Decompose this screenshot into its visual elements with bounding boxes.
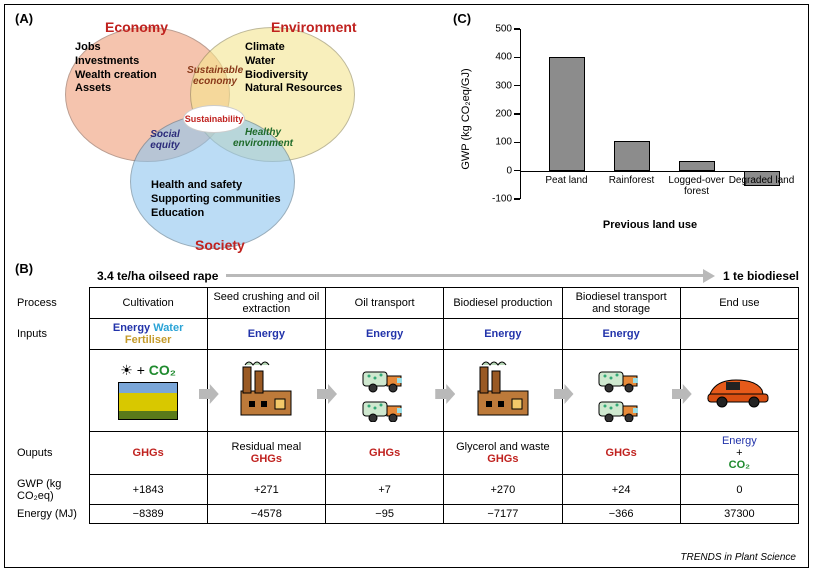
energy-cell: 37300 [680,505,798,524]
process-table: ProcessCultivationSeed crushing and oil … [17,287,799,524]
process-name: End use [680,288,798,319]
inputs-cell: Energy Water Fertiliser [89,319,207,350]
process-name: Oil transport [326,288,444,319]
process-icon-cell [444,350,562,432]
journal-credit: TRENDS in Plant Science [680,552,796,563]
chart-ytick-label: 300 [495,80,520,91]
chart-ytick-label: 0 [506,165,520,176]
panel-a-label: (A) [15,11,33,26]
chart-ytick-label: 500 [495,24,520,35]
chart-bar [549,57,585,170]
venn-overlap-econ-env: Sustainable economy [187,65,243,87]
header-arrow [226,271,715,281]
chart-x-label: Degraded land [727,175,797,186]
outputs-cell: Glycerol and wasteGHGs [444,432,562,475]
chart-ytick-label: 400 [495,52,520,63]
process-icon-cell [680,350,798,432]
bar-chart: GWP (kg CO₂eq/GJ) -1000100200300400500Pe… [460,19,790,244]
inputs-cell: Energy [444,319,562,350]
process-panel: 3.4 te/ha oilseed rape 1 te biodiesel Pr… [17,269,799,524]
venn-title-economy: Economy [105,19,168,35]
header-left: 3.4 te/ha oilseed rape [97,269,218,283]
inputs-cell: Energy [207,319,325,350]
header-right: 1 te biodiesel [723,269,799,283]
energy-cell: −366 [562,505,680,524]
venn-title-society: Society [195,237,245,253]
chart-plot-area: -1000100200300400500Peat landRainforestL… [520,29,780,199]
process-name: Biodiesel production [444,288,562,319]
energy-cell: −7177 [444,505,562,524]
outputs-cell: GHGs [89,432,207,475]
chart-ytick-label: -100 [492,194,520,205]
chart-ytick-label: 100 [495,137,520,148]
row-label-outputs: Ouputs [17,432,89,475]
venn-list-society: Health and safetySupporting communitiesE… [151,179,281,220]
outputs-cell: GHGs [562,432,680,475]
outputs-cell: Residual mealGHGs [207,432,325,475]
row-label-process: Process [17,288,89,319]
chart-x-label: Rainforest [597,175,667,186]
chart-ytick-label: 200 [495,109,520,120]
inputs-cell [680,319,798,350]
figure-frame: (A) Economy Environment Society JobsInve… [4,4,809,568]
venn-overlap-env-soc: Healthy environment [233,127,293,149]
chart-x-axis [520,171,780,173]
gwp-cell: +7 [326,475,444,505]
chart-x-label: Logged-over forest [662,175,732,197]
process-header: 3.4 te/ha oilseed rape 1 te biodiesel [17,269,799,283]
energy-cell: −8389 [89,505,207,524]
gwp-cell: +24 [562,475,680,505]
gwp-cell: +270 [444,475,562,505]
gwp-cell: 0 [680,475,798,505]
venn-list-environment: ClimateWaterBiodiversityNatural Resource… [245,41,342,96]
inputs-cell: Energy [326,319,444,350]
inputs-cell: Energy [562,319,680,350]
gwp-cell: +1843 [89,475,207,505]
process-name: Biodiesel transport and storage [562,288,680,319]
venn-overlap-econ-soc: Social equity [140,129,190,151]
row-label-inputs: Inputs [17,319,89,350]
process-icon-cell [562,350,680,432]
process-name: Seed crushing and oil extraction [207,288,325,319]
outputs-cell: Energy + CO₂ [680,432,798,475]
venn-center: Sustainability [183,105,245,133]
process-icon-cell: ☀ + CO₂ [89,350,207,432]
energy-cell: −95 [326,505,444,524]
row-label-gwp: GWP (kg CO₂eq) [17,475,89,505]
chart-bar [614,141,650,171]
process-icon-cell [326,350,444,432]
outputs-cell: GHGs [326,432,444,475]
venn-title-environment: Environment [271,19,357,35]
venn-list-economy: JobsInvestmentsWealth creationAssets [75,41,157,96]
process-icon-cell [207,350,325,432]
process-name: Cultivation [89,288,207,319]
chart-x-label: Peat land [532,175,602,186]
energy-cell: −4578 [207,505,325,524]
chart-y-title: GWP (kg CO₂eq/GJ) [460,68,472,169]
row-label-energy: Energy (MJ) [17,505,89,524]
chart-bar [679,161,715,171]
venn-diagram: Economy Environment Society JobsInvestme… [35,19,405,249]
gwp-cell: +271 [207,475,325,505]
